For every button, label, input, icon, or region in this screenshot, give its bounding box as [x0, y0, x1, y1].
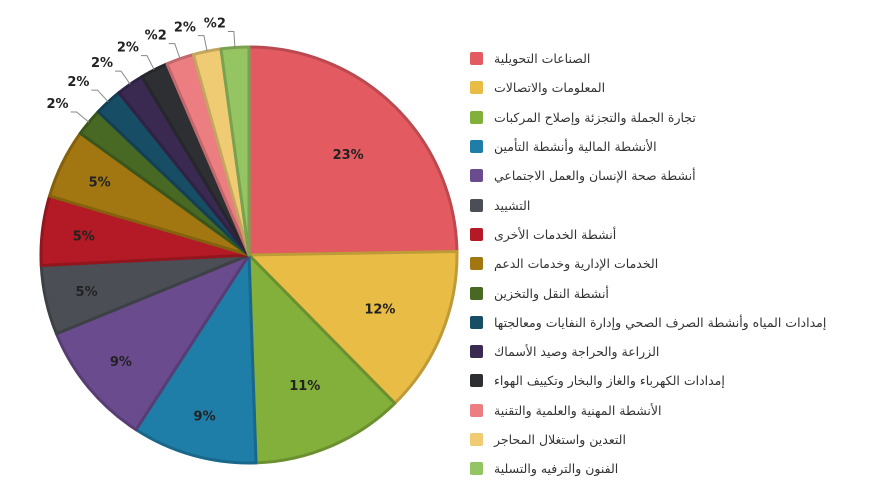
pie-slice: [247, 253, 397, 465]
legend-item: تجارة الجملة والتجزئة وإصلاح المركبات: [470, 103, 890, 132]
pie-slice: [247, 249, 459, 405]
legend-swatch: [470, 52, 483, 66]
slice-label: 23%: [333, 148, 364, 163]
pie-slice: [247, 45, 459, 257]
slice-label: 12%: [364, 303, 395, 318]
slice-label: %2: [145, 29, 167, 44]
legend-label: التعدين واستغلال المحاجر: [494, 432, 626, 447]
legend-item: الأنشطة المالية وأنشطة التأمين: [470, 132, 890, 161]
legend-label: الفنون والترفيه والتسلية: [494, 461, 619, 477]
slice-label: 2%: [91, 56, 113, 71]
legend-item: التعدين واستغلال المحاجر: [470, 425, 890, 454]
legend-swatch: [470, 403, 483, 417]
legend-item: أنشطة صحة الإنسان والعمل الاجتماعي: [470, 161, 890, 190]
slice-label: 2%: [174, 21, 196, 36]
legend-swatch: [470, 315, 483, 329]
legend-swatch: [470, 433, 483, 446]
slice-label: 5%: [76, 285, 98, 300]
legend-label: الأنشطة المهنية والعلمية والتقنية: [494, 402, 662, 418]
legend-item: الأنشطة المهنية والعلمية والتقنية: [470, 396, 890, 425]
legend-swatch: [470, 374, 483, 388]
pie-slice: [54, 253, 251, 432]
legend-label: المعلومات والاتصالات: [494, 80, 606, 96]
slice-label: 2%: [67, 75, 89, 90]
leader-line: [168, 43, 181, 59]
legend-item: التشييد: [470, 190, 890, 219]
legend-swatch: [470, 345, 483, 359]
leader-line: [115, 70, 131, 85]
legend-swatch: [470, 81, 483, 95]
legend-item: الصناعات التحويلية: [470, 44, 890, 73]
legend-swatch: [470, 169, 483, 183]
legend-swatch: [470, 110, 483, 124]
leader-line: [91, 89, 109, 103]
legend-item: الخدمات الإدارية وخدمات الدعم: [470, 249, 890, 278]
slice-label: 9%: [194, 409, 216, 424]
chart-legend: الصناعات التحويلية المعلومات والاتصالات تج…: [470, 44, 890, 483]
legend-swatch: [470, 462, 483, 476]
pie-slice: [134, 253, 258, 465]
slice-label: 9%: [110, 355, 132, 370]
legend-label: أنشطة الخدمات الأخرى: [494, 226, 617, 242]
legend-label: إمدادات المياه وأنشطة الصرف الصحي وإدارة…: [494, 314, 827, 330]
legend-label: الأنشطة المالية وأنشطة التأمين: [494, 139, 657, 155]
slice-label: %2: [204, 17, 226, 32]
legend-item: الفنون والترفيه والتسلية: [470, 454, 890, 483]
slice-label: 2%: [117, 41, 139, 56]
legend-item: أنشطة النقل والتخزين: [470, 278, 890, 307]
pie-chart: 23%12%11%9%9%5%5%5%2%2%2%2%%22% %2: [39, 17, 459, 465]
legend-label: الخدمات الإدارية وخدمات الدعم: [494, 256, 659, 272]
legend-item: الزراعة والحراجة وصيد الأسماك: [470, 337, 890, 366]
legend-item: المعلومات والاتصالات: [470, 73, 890, 102]
legend-label: التشييد: [494, 197, 531, 213]
slice-label: 5%: [73, 229, 95, 244]
slice-label: 11%: [289, 379, 320, 394]
legend-label: أنشطة النقل والتخزين: [494, 285, 609, 301]
legend-label: تجارة الجملة والتجزئة وإصلاح المركبات: [494, 109, 696, 125]
legend-item: أنشطة الخدمات الأخرى: [470, 220, 890, 249]
legend-swatch: [470, 140, 483, 154]
leader-line: [197, 35, 208, 52]
legend-swatch: [470, 286, 483, 300]
slice-label: 2%: [47, 97, 69, 112]
leader-line: [70, 111, 90, 123]
legend-item: إمدادات الكهرباء والغاز والبخار وتكييف ا…: [470, 366, 890, 395]
legend-item: إمدادات المياه وأنشطة الصرف الصحي وإدارة…: [470, 308, 890, 337]
legend-swatch: [470, 227, 483, 241]
legend-swatch: [470, 257, 483, 271]
legend-label: أنشطة صحة الإنسان والعمل الاجتماعي: [494, 168, 696, 184]
legend-label: إمدادات الكهرباء والغاز والبخار وتكييف ا…: [494, 373, 725, 389]
legend-label: الزراعة والحراجة وصيد الأسماك: [494, 344, 660, 360]
legend-label: الصناعات التحويلية: [494, 51, 591, 67]
leader-line: [140, 55, 155, 71]
slice-label: 5%: [89, 176, 111, 191]
leader-line: [227, 31, 236, 48]
legend-swatch: [470, 198, 483, 212]
